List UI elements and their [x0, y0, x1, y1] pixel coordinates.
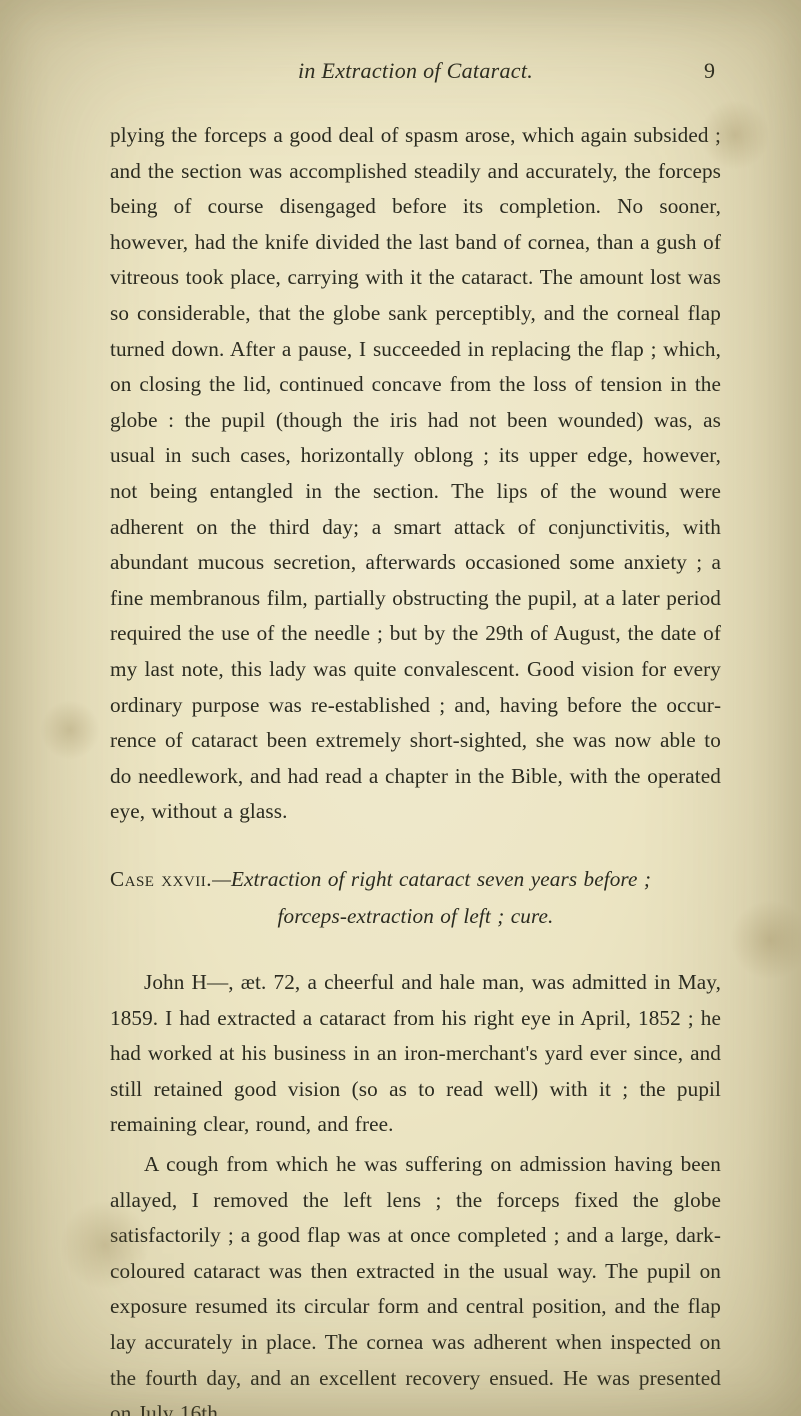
- foxing-spot: [730, 900, 801, 980]
- case-label: Case xxvii.: [110, 867, 212, 891]
- paragraph-2: John H—, æt. 72, a cheerful and hale man…: [110, 965, 721, 1143]
- case-title-1: —Extraction of right cataract seven year…: [212, 867, 651, 891]
- case-heading-line1: Case xxvii.—Extraction of right cataract…: [110, 862, 721, 898]
- paragraph-3: A cough from which he was suffering on a…: [110, 1147, 721, 1416]
- running-title: in Extraction of Cataract.: [146, 58, 685, 84]
- case-heading-line2: forceps-extraction of left ; cure.: [110, 899, 721, 935]
- running-head: in Extraction of Cataract. 9: [110, 58, 721, 84]
- body-text: plying the forceps a good deal of spasm …: [110, 118, 721, 1416]
- paragraph-1: plying the forceps a good deal of spasm …: [110, 118, 721, 830]
- page: in Extraction of Cataract. 9 plying the …: [0, 0, 801, 1416]
- foxing-spot: [40, 700, 100, 760]
- page-number: 9: [685, 58, 715, 84]
